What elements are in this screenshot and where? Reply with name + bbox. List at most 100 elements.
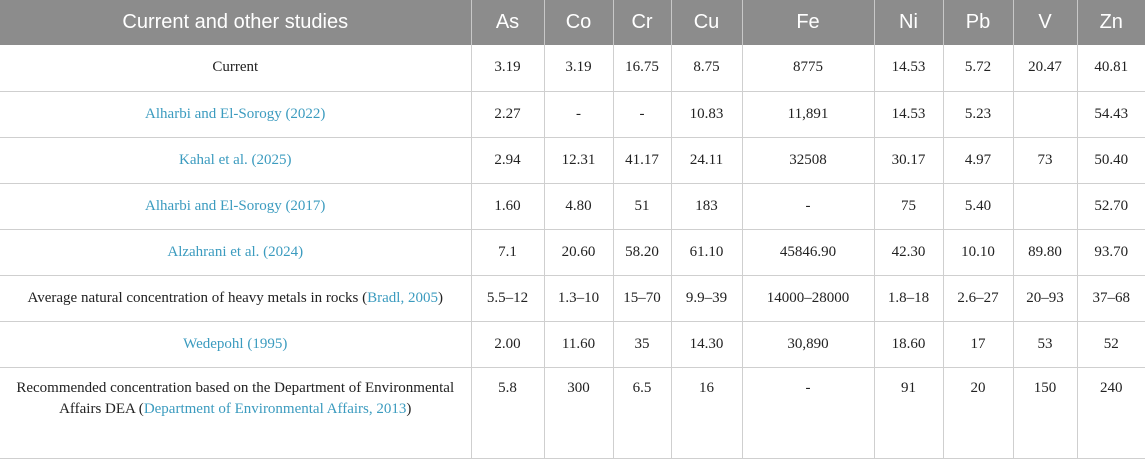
value-cell-cu: 24.11: [671, 137, 743, 184]
header-as: As: [471, 0, 545, 45]
header-study: Current and other studies: [0, 0, 472, 45]
study-cell: Current: [0, 45, 472, 92]
study-cell: Wedepohl (1995): [0, 321, 472, 368]
value-cell-v: [1013, 91, 1078, 138]
study-cell: Average natural concentration of heavy m…: [0, 275, 472, 322]
value-cell-zn: 40.81: [1077, 45, 1145, 92]
value-cell-fe: 14000–28000: [742, 275, 875, 322]
value-cell-co: 3.19: [544, 45, 614, 92]
value-cell-cu: 9.9–39: [671, 275, 743, 322]
value-cell-pb: 17: [943, 321, 1014, 368]
value-cell-cu: 8.75: [671, 45, 743, 92]
value-cell-co: 20.60: [544, 229, 614, 276]
value-cell-cr: 16.75: [613, 45, 672, 92]
value-cell-as: 2.00: [471, 321, 545, 368]
header-fe: Fe: [742, 0, 875, 45]
citation-link[interactable]: Alharbi and El-Sorogy (2017): [145, 197, 326, 214]
header-co: Co: [544, 0, 614, 45]
value-cell-zn: 52.70: [1077, 183, 1145, 230]
citation-link[interactable]: Alharbi and El-Sorogy (2022): [145, 105, 326, 122]
value-cell-cr: 35: [613, 321, 672, 368]
study-cell: Kahal et al. (2025): [0, 137, 472, 184]
value-cell-v: 53: [1013, 321, 1078, 368]
header-zn: Zn: [1077, 0, 1145, 45]
table-row: Alharbi and El-Sorogy (2017) 1.60 4.80 51 18…: [0, 183, 1145, 230]
study-cell: Alharbi and El-Sorogy (2017): [0, 183, 472, 230]
header-ni: Ni: [874, 0, 944, 45]
citation-link[interactable]: Kahal et al. (2025): [179, 151, 292, 168]
value-cell-v: 73: [1013, 137, 1078, 184]
value-cell-ni: 30.17: [874, 137, 944, 184]
citation-link[interactable]: Department of Environmental Affairs, 201…: [143, 400, 407, 417]
value-cell-co: -: [544, 91, 614, 138]
value-cell-ni: 14.53: [874, 91, 944, 138]
value-cell-cr: 58.20: [613, 229, 672, 276]
value-cell-v: 20.47: [1013, 45, 1078, 92]
table-row: Current 3.19 3.19 16.75 8.75 8775 14.53 5.72 20.…: [0, 45, 1145, 92]
value-cell-co: 300: [544, 367, 614, 459]
value-cell-fe: 45846.90: [742, 229, 875, 276]
value-cell-pb: 5.23: [943, 91, 1014, 138]
value-cell-co: 1.3–10: [544, 275, 614, 322]
study-cell: Alzahrani et al. (2024): [0, 229, 472, 276]
value-cell-ni: 42.30: [874, 229, 944, 276]
value-cell-as: 5.5–12: [471, 275, 545, 322]
value-cell-v: [1013, 183, 1078, 230]
value-cell-cu: 183: [671, 183, 743, 230]
value-cell-ni: 75: [874, 183, 944, 230]
value-cell-as: 5.8: [471, 367, 545, 459]
study-text: Average natural concentration of heavy m…: [27, 289, 368, 306]
header-pb: Pb: [943, 0, 1014, 45]
value-cell-zn: 50.40: [1077, 137, 1145, 184]
value-cell-pb: 2.6–27: [943, 275, 1014, 322]
value-cell-fe: 30,890: [742, 321, 875, 368]
study-cell: Alharbi and El-Sorogy (2022): [0, 91, 472, 138]
value-cell-v: 150: [1013, 367, 1078, 459]
value-cell-pb: 5.72: [943, 45, 1014, 92]
value-cell-cu: 61.10: [671, 229, 743, 276]
value-cell-cu: 16: [671, 367, 743, 459]
value-cell-as: 3.19: [471, 45, 545, 92]
value-cell-fe: 8775: [742, 45, 875, 92]
value-cell-zn: 37–68: [1077, 275, 1145, 322]
value-cell-pb: 20: [943, 367, 1014, 459]
value-cell-zn: 54.43: [1077, 91, 1145, 138]
study-text: Current: [212, 59, 259, 76]
table-body: Current 3.19 3.19 16.75 8.75 8775 14.53 5.72 20.…: [0, 45, 1145, 459]
value-cell-co: 12.31: [544, 137, 614, 184]
value-cell-ni: 91: [874, 367, 944, 459]
value-cell-cu: 10.83: [671, 91, 743, 138]
table-row: Wedepohl (1995) 2.00 11.60 35 14.30 30,890 18.…: [0, 321, 1145, 368]
value-cell-co: 11.60: [544, 321, 614, 368]
value-cell-co: 4.80: [544, 183, 614, 230]
value-cell-as: 2.27: [471, 91, 545, 138]
value-cell-ni: 14.53: [874, 45, 944, 92]
citation-link[interactable]: Bradl, 2005: [367, 289, 438, 306]
value-cell-as: 2.94: [471, 137, 545, 184]
value-cell-cr: 51: [613, 183, 672, 230]
value-cell-as: 7.1: [471, 229, 545, 276]
value-cell-cu: 14.30: [671, 321, 743, 368]
value-cell-ni: 1.8–18: [874, 275, 944, 322]
table-row: Kahal et al. (2025) 2.94 12.31 41.17 24.11 32…: [0, 137, 1145, 184]
value-cell-cr: -: [613, 91, 672, 138]
header-v: V: [1013, 0, 1078, 45]
study-text: Recommended concentration based on the D…: [16, 379, 455, 417]
value-cell-pb: 5.40: [943, 183, 1014, 230]
value-cell-pb: 10.10: [943, 229, 1014, 276]
study-cell: Recommended concentration based on the D…: [0, 367, 472, 459]
study-text-suffix: ): [406, 400, 412, 417]
study-text-suffix: ): [437, 289, 443, 306]
table-header: Current and other studies As Co Cr Cu Fe…: [0, 0, 1145, 45]
value-cell-ni: 18.60: [874, 321, 944, 368]
citation-link[interactable]: Wedepohl (1995): [183, 335, 288, 352]
value-cell-cr: 41.17: [613, 137, 672, 184]
value-cell-fe: -: [742, 367, 875, 459]
citation-link[interactable]: Alzahrani et al. (2024): [167, 243, 304, 260]
value-cell-v: 20–93: [1013, 275, 1078, 322]
table-row: Alharbi and El-Sorogy (2022) 2.27- -10.83 1…: [0, 91, 1145, 138]
table-row: Recommended concentration based on the D…: [0, 367, 1145, 459]
value-cell-zn: 240: [1077, 367, 1145, 459]
value-cell-v: 89.80: [1013, 229, 1078, 276]
